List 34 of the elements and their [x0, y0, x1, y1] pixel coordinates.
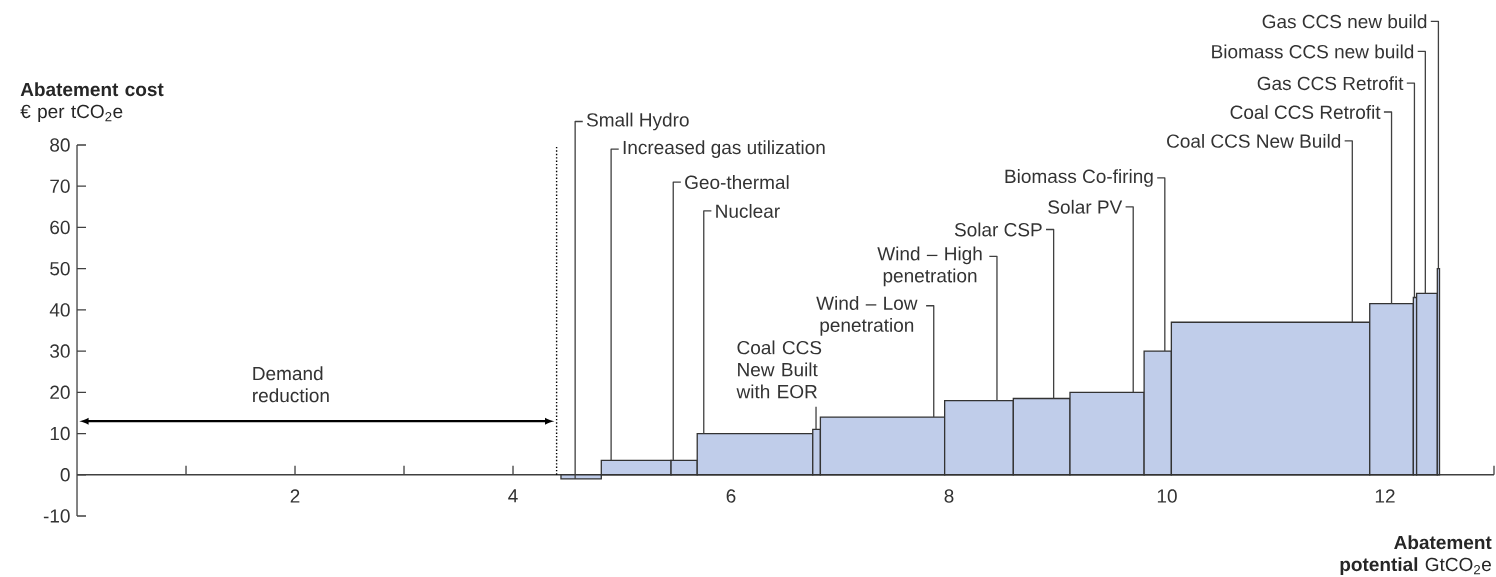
annotation: Biomass Co-firing — [1005, 169, 1153, 187]
y-tick-label: 10 — [50, 426, 70, 441]
x-tick-label: 4 — [508, 489, 518, 503]
x-tick-label: 10 — [1157, 489, 1177, 503]
y-tick-label: 80 — [50, 138, 70, 152]
x-tick-label: 12 — [1375, 489, 1395, 503]
y-axis-title: Abatement cost € per tCO$_{2}$e — [20, 82, 164, 122]
y-tick-label: -10 — [43, 509, 70, 523]
annotation: Solar CSP — [954, 222, 1042, 237]
y-tick-label: 30 — [50, 344, 70, 358]
annotation: Coal CCS Retrofit — [1230, 105, 1381, 119]
annotation: Nuclear — [716, 203, 780, 218]
annotation: Solar PV — [1048, 199, 1123, 214]
y-tick-label: 40 — [49, 303, 70, 317]
annotation: Increased gas utilization — [623, 140, 825, 158]
annotation: Gas CCS new build — [1262, 14, 1427, 29]
annotation: Geo-thermal — [685, 175, 789, 190]
y-tick-label: 70 — [50, 179, 70, 193]
x-tick-label: 2 — [290, 489, 300, 503]
annotation: Gas CCS Retrofit — [1257, 76, 1404, 91]
x-tick-label: 6 — [726, 489, 736, 503]
annotation: Coal CCS New Build — [1167, 133, 1341, 148]
y-tick-label: 0 — [60, 468, 70, 482]
annotation: Wind – Low penetration — [816, 295, 918, 336]
annotation: Coal CCS New Built with EOR — [736, 340, 822, 399]
annotation: Demand reduction — [253, 366, 329, 403]
annotation: Small Hydro — [586, 112, 689, 131]
y-tick-label: 50 — [50, 261, 70, 276]
annotation: Biomass CCS new build — [1212, 44, 1414, 59]
y-tick-label: 20 — [50, 385, 70, 400]
x-axis-title: Abatement potential GtCO$_{2}$e — [1340, 535, 1492, 575]
x-tick-label: 8 — [944, 489, 954, 503]
annotation: Wind – High penetration — [877, 246, 982, 287]
y-tick-label: 60 — [50, 220, 70, 235]
